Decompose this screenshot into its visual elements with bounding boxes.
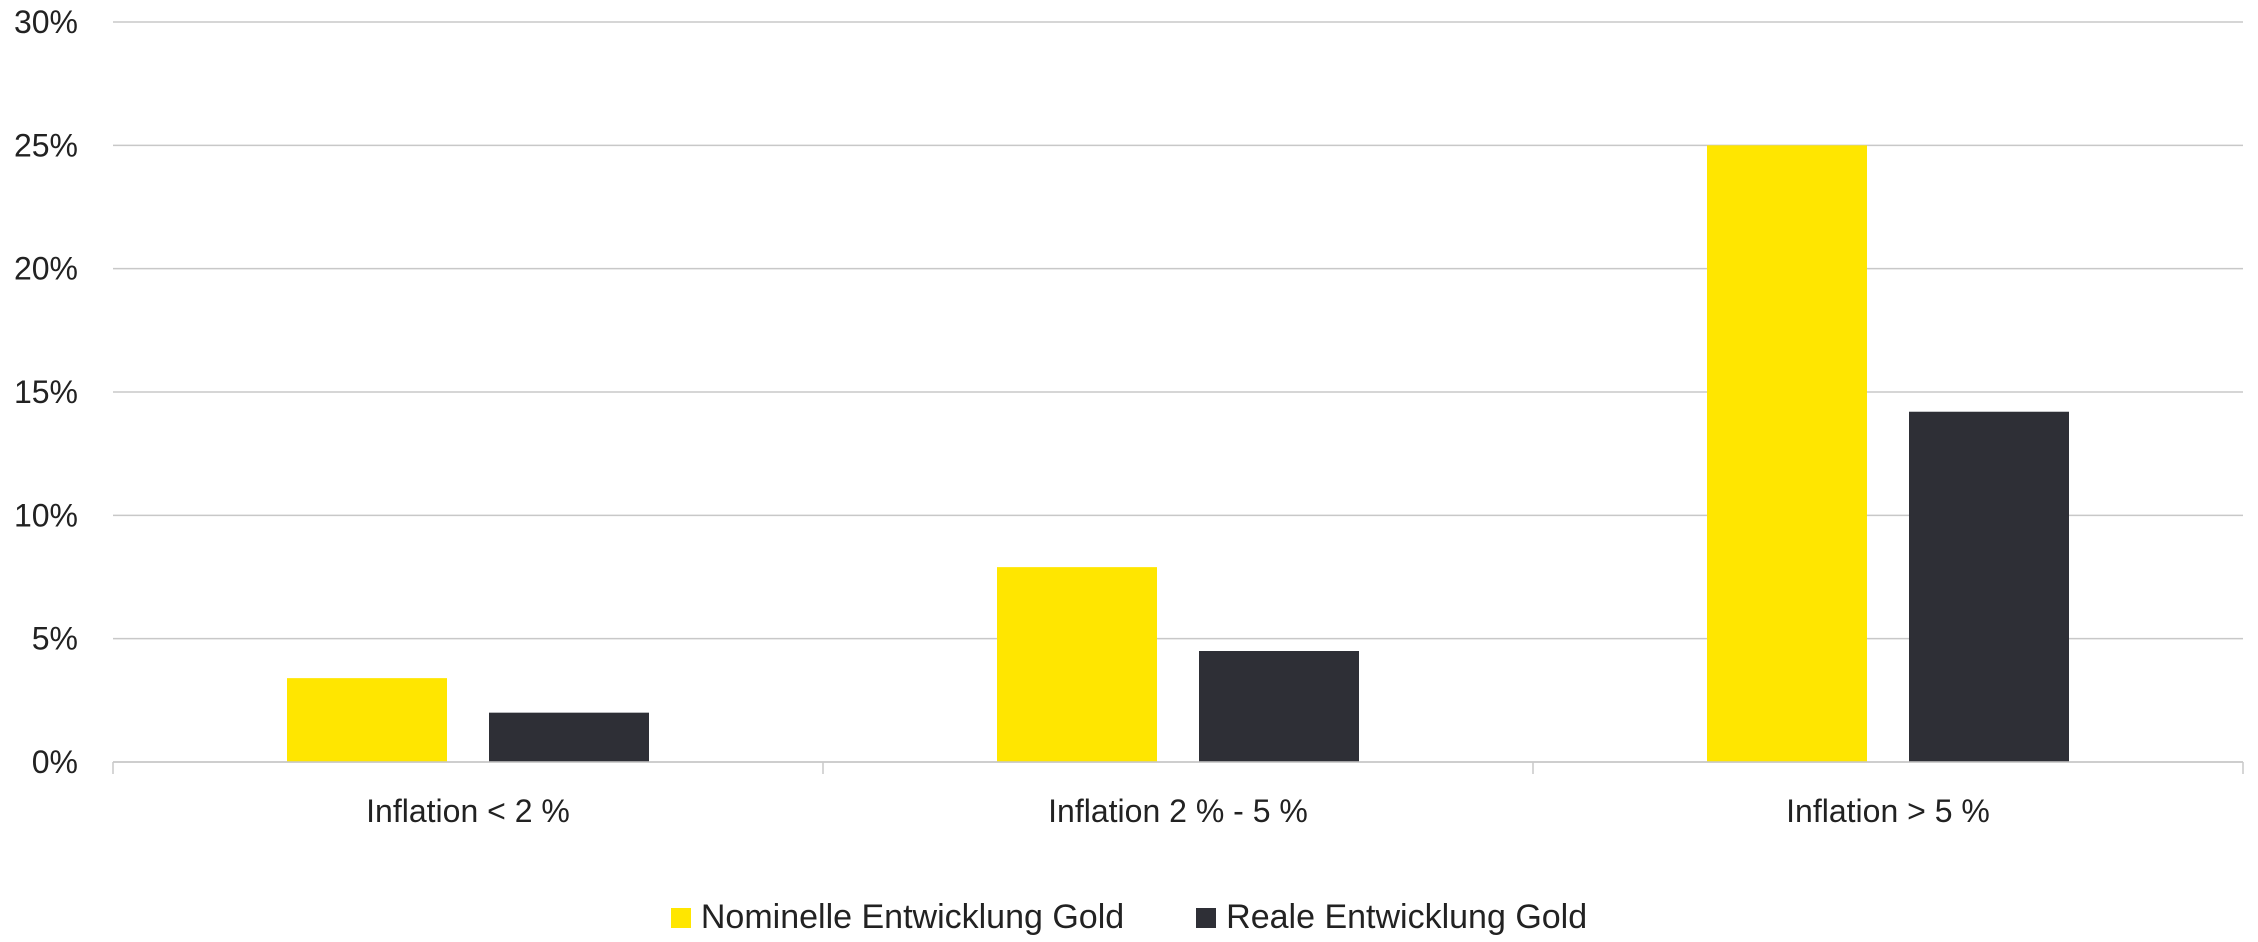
x-category-label: Inflation > 5 %: [1786, 793, 1990, 829]
bar-real-1: [1199, 651, 1359, 762]
x-category-label: Inflation 2 % - 5 %: [1048, 793, 1308, 829]
legend-label-real: Reale Entwicklung Gold: [1226, 898, 1588, 936]
bar-real-0: [489, 712, 649, 762]
y-tick-label: 15%: [14, 374, 78, 410]
y-tick-label: 20%: [14, 251, 78, 287]
x-category-label: Inflation < 2 %: [366, 793, 570, 829]
legend-swatch-nominal: [670, 907, 691, 928]
bar-nominal-1: [997, 567, 1157, 762]
y-tick-label: 0%: [32, 744, 78, 780]
legend-swatch-real: [1196, 907, 1217, 928]
bar-real-2: [1909, 411, 2069, 762]
y-tick-label: 5%: [32, 621, 78, 657]
y-tick-label: 25%: [14, 127, 78, 163]
y-tick-label: 10%: [14, 497, 78, 533]
legend-item-real: Reale Entwicklung Gold: [1196, 898, 1587, 937]
bar-nominal-2: [1707, 145, 1867, 763]
legend: Nominelle Entwicklung Gold Reale Entwick…: [0, 898, 2258, 937]
y-tick-label: 30%: [14, 4, 78, 40]
legend-label-nominal: Nominelle Entwicklung Gold: [700, 898, 1125, 936]
legend-item-nominal: Nominelle Entwicklung Gold: [670, 898, 1125, 937]
bar-nominal-0: [287, 678, 447, 762]
